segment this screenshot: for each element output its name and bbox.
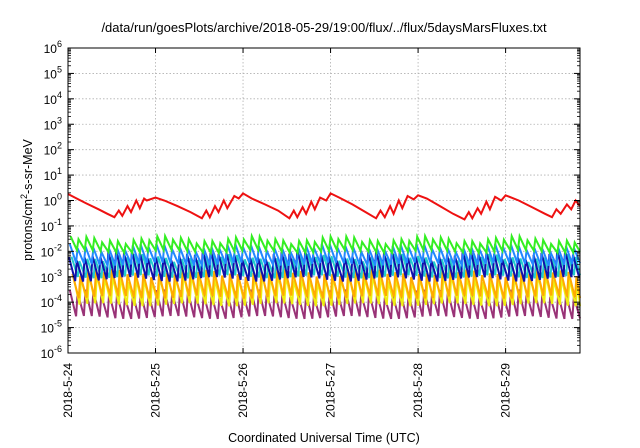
y-axis-label: protons/cm2-s-sr-MeV — [19, 138, 35, 260]
series-line — [69, 232, 581, 257]
y-tick-base: 10 — [41, 347, 55, 361]
y-tick-exp: 4 — [57, 90, 62, 100]
y-tick-base: 10 — [41, 245, 55, 259]
y-tick-exp: -6 — [54, 344, 62, 354]
y-tick-label: 102 — [44, 141, 62, 158]
y-tick-base: 10 — [44, 144, 58, 158]
y-tick-label: 10-3 — [41, 268, 62, 285]
y-tick-exp: 6 — [57, 39, 62, 49]
x-tick-label: 2018-5-26 — [236, 363, 250, 418]
y-tick-label: 10-5 — [41, 319, 62, 336]
x-tick-label: 2018-5-24 — [61, 363, 75, 418]
y-tick-label: 10-4 — [41, 293, 62, 310]
y-tick-exp: 5 — [57, 64, 62, 74]
series-line — [67, 249, 581, 282]
y-tick-label: 10-2 — [41, 242, 62, 259]
y-tick-label: 103 — [44, 115, 62, 132]
series-layer — [67, 192, 581, 320]
y-tick-exp: -1 — [54, 217, 62, 227]
y-tick-label: 106 — [44, 39, 62, 56]
y-tick-label: 10-6 — [41, 344, 62, 361]
y-tick-exp: 2 — [57, 141, 62, 151]
y-tick-exp: -2 — [54, 242, 62, 252]
y-tick-exp: 1 — [57, 166, 62, 176]
y-tick-base: 10 — [41, 322, 55, 336]
y-tick-base: 10 — [44, 93, 58, 107]
x-axis-label: Coordinated Universal Time (UTC) — [228, 431, 420, 445]
y-tick-base: 10 — [41, 220, 55, 234]
y-tick-label: 104 — [44, 90, 62, 107]
y-tick-label: 100 — [44, 192, 62, 209]
y-axis-label-base: protons/cm — [21, 199, 35, 261]
y-tick-base: 10 — [44, 169, 58, 183]
y-tick-exp: -3 — [54, 268, 62, 278]
y-tick-base: 10 — [44, 42, 58, 56]
y-tick-exp: -5 — [54, 319, 62, 329]
y-axis-label-sup: 2 — [19, 194, 29, 199]
y-tick-label: 10-1 — [41, 217, 62, 234]
series-line — [71, 268, 581, 299]
axis-ticks: 2018-5-24 2018-5-25 2018-5-26 2018-5-27 2018… — [41, 39, 580, 418]
x-tick-label: 2018-5-27 — [324, 363, 338, 418]
y-tick-base: 10 — [44, 67, 58, 81]
y-tick-exp: 3 — [57, 115, 62, 125]
y-tick-base: 10 — [41, 271, 55, 285]
chart-title: /data/run/goesPlots/archive/2018-05-29/1… — [101, 20, 547, 35]
x-tick-label: 2018-5-29 — [499, 363, 513, 418]
x-tick-label: 2018-5-28 — [411, 363, 425, 418]
y-tick-exp: 0 — [57, 192, 62, 202]
y-tick-base: 10 — [44, 195, 58, 209]
y-tick-label: 105 — [44, 64, 62, 81]
y-axis-label-rest: -s-sr-MeV — [21, 138, 35, 194]
x-tick-label: 2018-5-25 — [149, 363, 163, 418]
series-line — [67, 192, 581, 221]
y-tick-exp: -4 — [54, 293, 62, 303]
y-tick-label: 101 — [44, 166, 62, 183]
y-tick-base: 10 — [41, 296, 55, 310]
series-line — [68, 289, 581, 320]
y-tick-base: 10 — [44, 118, 58, 132]
